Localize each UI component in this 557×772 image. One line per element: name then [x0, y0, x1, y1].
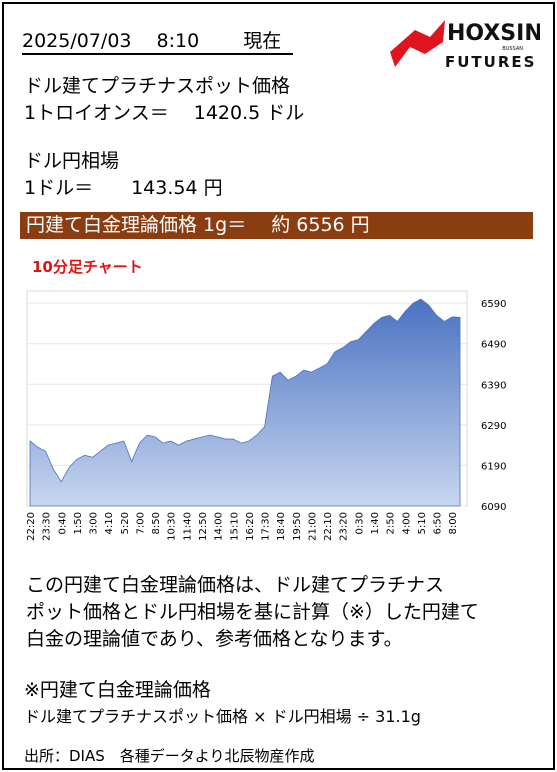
chart: 6090 6190 6290 6390 6490 6590 22:20 23:30 0:40 1:… — [26, 290, 506, 541]
quote-label: ドル建てプラチナスポット価格 — [24, 75, 291, 97]
y-tick-label: 6490 — [481, 340, 506, 351]
x-tick-label: 4:00 — [401, 512, 412, 534]
x-tick-label: 22:20 — [26, 512, 37, 541]
x-tick-label: 8:50 — [151, 512, 162, 534]
x-tick-label: 22:10 — [323, 512, 334, 541]
x-tick-label: 0:30 — [354, 512, 365, 534]
x-tick-label: 2:50 — [386, 512, 397, 534]
x-tick-label: 1:50 — [73, 512, 84, 534]
area — [29, 298, 461, 507]
y-tick-label: 6390 — [481, 380, 506, 391]
description-line: この円建て白金理論価格は、ドル建てプラチナス — [26, 574, 445, 596]
logo-sub: BUSSAN — [502, 46, 523, 52]
chart-title: 10分足チャート — [32, 258, 143, 276]
description: この円建て白金理論価格は、ドル建てプラチナス ポット価格とドル円相場を基に計算（… — [26, 572, 479, 653]
description-line: 白金の理論値であり、参考価格となります。 — [26, 628, 403, 650]
highlight: 円建て白金理論価格 1g＝ 約 6556 円 — [20, 212, 533, 239]
x-tick-label: 1:40 — [370, 512, 381, 534]
x-tick-label: 23:20 — [339, 512, 350, 541]
logo: HOXSIN BUSSAN FUTURES — [390, 20, 540, 71]
quote-label: ドル円相場 — [24, 150, 120, 172]
x-tick-label: 10:30 — [167, 512, 178, 541]
formula-title: ※円建て白金理論価格 — [24, 679, 211, 701]
logo-mark — [390, 20, 445, 67]
quote-value: 1トロイオンス＝ 1420.5 ドル — [24, 102, 305, 124]
y-tick-label: 6090 — [481, 502, 506, 513]
x-tick-label: 15:10 — [229, 512, 240, 541]
x-tick-label: 16:20 — [245, 512, 256, 541]
formula-text: ドル建てプラチナスポット価格 × ドル円相場 ÷ 31.1g — [24, 707, 421, 726]
x-tick-label: 21:00 — [307, 512, 318, 541]
x-tick-label: 3:00 — [89, 512, 100, 534]
source: 出所：DIAS 各種データより北辰物産作成 — [24, 747, 315, 765]
x-tick-label: 17:30 — [261, 512, 272, 541]
x-tick-label: 14:00 — [214, 512, 225, 541]
description-line: ポット価格とドル円相場を基に計算（※）した円建て — [26, 601, 479, 623]
x-tick-label: 11:40 — [182, 512, 193, 541]
x-tick-label: 4:10 — [104, 512, 115, 534]
x-tick-label: 5:10 — [417, 512, 428, 534]
x-tick-label: 23:30 — [42, 512, 53, 541]
x-tick-label: 8:00 — [448, 512, 459, 534]
x-tick-label: 18:40 — [276, 512, 287, 541]
y-tick-label: 6190 — [481, 461, 506, 472]
y-tick-label: 6590 — [481, 299, 506, 310]
quote-value: 1ドル＝ 143.54 円 — [24, 177, 223, 199]
x-tick-label: 0:40 — [57, 512, 68, 534]
x-tick-label: 7:00 — [135, 512, 146, 534]
x-tick-label: 19:50 — [292, 512, 303, 541]
x-tick-label: 12:50 — [198, 512, 209, 541]
logo-name: HOXSIN — [447, 21, 540, 46]
x-tick-label: 6:50 — [433, 512, 444, 534]
logo-tag: FUTURES — [445, 53, 536, 71]
x-tick-label: 5:20 — [120, 512, 131, 534]
datetime: 2025/07/03 8:10 現在 — [22, 26, 294, 55]
y-tick-label: 6290 — [481, 421, 506, 432]
